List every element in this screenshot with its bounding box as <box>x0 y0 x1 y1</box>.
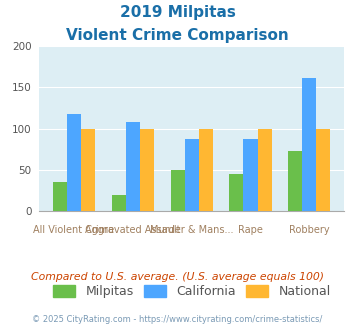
Text: Compared to U.S. average. (U.S. average equals 100): Compared to U.S. average. (U.S. average … <box>31 272 324 282</box>
Bar <box>244 139 258 211</box>
Text: © 2025 CityRating.com - https://www.cityrating.com/crime-statistics/: © 2025 CityRating.com - https://www.city… <box>32 315 323 324</box>
Bar <box>229 174 244 211</box>
Bar <box>112 195 126 211</box>
Text: Rape: Rape <box>238 225 263 235</box>
Text: Aggravated Assault: Aggravated Assault <box>85 225 181 235</box>
Bar <box>302 78 316 211</box>
Bar <box>258 129 272 211</box>
Text: All Violent Crime: All Violent Crime <box>33 225 115 235</box>
Bar <box>53 182 67 211</box>
Bar <box>81 129 95 211</box>
Bar <box>199 129 213 211</box>
Bar <box>67 114 81 211</box>
Text: 2019 Milpitas: 2019 Milpitas <box>120 5 235 20</box>
Text: Robbery: Robbery <box>289 225 329 235</box>
Text: Violent Crime Comparison: Violent Crime Comparison <box>66 28 289 43</box>
Bar <box>288 151 302 211</box>
Bar <box>126 122 140 211</box>
Bar <box>185 139 199 211</box>
Bar <box>170 170 185 211</box>
Text: Murder & Mans...: Murder & Mans... <box>150 225 234 235</box>
Bar <box>140 129 154 211</box>
Legend: Milpitas, California, National: Milpitas, California, National <box>48 280 335 303</box>
Bar <box>316 129 331 211</box>
